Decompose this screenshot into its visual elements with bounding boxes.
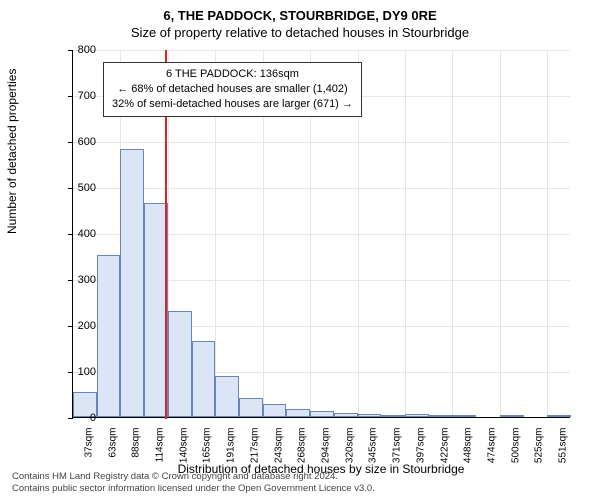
ytick-label: 100 bbox=[66, 366, 96, 378]
ytick-label: 400 bbox=[66, 228, 96, 240]
footer-line1: Contains HM Land Registry data © Crown c… bbox=[12, 471, 590, 482]
chart-infobox: 6 THE PADDOCK: 136sqm← 68% of detached h… bbox=[103, 62, 362, 117]
ytick-label: 800 bbox=[66, 44, 96, 56]
title-line1: 6, THE PADDOCK, STOURBRIDGE, DY9 0RE bbox=[0, 8, 600, 23]
infobox-line2: ← 68% of detached houses are smaller (1,… bbox=[112, 82, 353, 97]
histogram-bar bbox=[358, 414, 382, 417]
histogram-bar bbox=[547, 415, 571, 417]
infobox-line1: 6 THE PADDOCK: 136sqm bbox=[112, 67, 353, 82]
chart-plot-area: 37sqm63sqm88sqm114sqm140sqm165sqm191sqm2… bbox=[72, 50, 570, 418]
histogram-bar bbox=[120, 149, 144, 417]
infobox-line3: 32% of semi-detached houses are larger (… bbox=[112, 97, 353, 112]
histogram-bar bbox=[405, 414, 429, 417]
ytick-label: 700 bbox=[66, 90, 96, 102]
histogram-bar bbox=[286, 409, 310, 417]
ytick-label: 200 bbox=[66, 320, 96, 332]
gridline-h bbox=[73, 188, 570, 189]
histogram-bar bbox=[192, 341, 216, 417]
histogram-bar bbox=[429, 415, 453, 417]
gridline-h bbox=[73, 50, 570, 51]
histogram-bar bbox=[239, 398, 263, 417]
histogram-bar bbox=[310, 411, 334, 417]
y-axis-label: Number of detached properties bbox=[5, 69, 19, 234]
gridline-v bbox=[405, 50, 406, 417]
histogram-bar bbox=[334, 413, 358, 417]
footer-attribution: Contains HM Land Registry data © Crown c… bbox=[12, 471, 590, 494]
gridline-v bbox=[500, 50, 501, 417]
ytick-label: 300 bbox=[66, 274, 96, 286]
ytick-label: 0 bbox=[66, 412, 96, 424]
histogram-bar bbox=[168, 311, 192, 417]
histogram-bar bbox=[452, 415, 476, 417]
histogram-bar bbox=[263, 404, 287, 417]
histogram-bar bbox=[215, 376, 239, 417]
histogram-bar bbox=[97, 255, 121, 417]
title-line2: Size of property relative to detached ho… bbox=[0, 25, 600, 40]
gridline-v bbox=[452, 50, 453, 417]
ytick-label: 500 bbox=[66, 182, 96, 194]
chart-title: 6, THE PADDOCK, STOURBRIDGE, DY9 0RE Siz… bbox=[0, 8, 600, 40]
footer-line2: Contains public sector information licen… bbox=[12, 483, 590, 494]
histogram-bar bbox=[500, 415, 524, 417]
gridline-h bbox=[73, 142, 570, 143]
plot-inner: 37sqm63sqm88sqm114sqm140sqm165sqm191sqm2… bbox=[72, 50, 570, 418]
ytick-label: 600 bbox=[66, 136, 96, 148]
gridline-v bbox=[547, 50, 548, 417]
histogram-bar bbox=[381, 415, 405, 417]
